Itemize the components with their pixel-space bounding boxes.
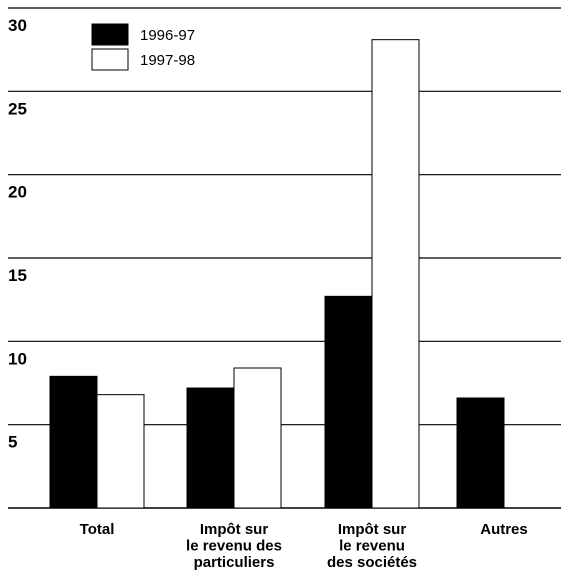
x-category-label: Impôt sur (338, 521, 406, 538)
bar-1997-98-1 (233, 367, 282, 509)
x-category-label: Total (80, 521, 115, 538)
legend-swatch-1997-98 (91, 48, 129, 71)
legend-label: 1996-97 (140, 27, 195, 44)
bar-1997-98-2 (371, 39, 420, 509)
bar-1996-97-3 (456, 397, 505, 509)
bar-1997-98-0 (96, 394, 145, 509)
x-category-label: Impôt sur (200, 521, 268, 538)
legend-label: 1997-98 (140, 52, 195, 69)
y-tick-label: 5 (8, 433, 17, 452)
x-category-label: des sociétés (327, 554, 417, 571)
y-tick-label: 20 (8, 183, 27, 202)
x-category-label: Autres (480, 521, 528, 538)
bars (49, 39, 505, 509)
y-tick-label: 30 (8, 16, 27, 35)
y-tick-label: 25 (8, 99, 27, 118)
legend-swatch-1996-97 (91, 23, 129, 46)
y-tick-label: 10 (8, 349, 27, 368)
x-category-label: le revenu des (186, 538, 282, 555)
bar-1996-97-2 (324, 295, 373, 509)
bar-1996-97-1 (186, 387, 235, 509)
x-category-label: le revenu (339, 538, 405, 555)
y-tick-label: 15 (8, 266, 27, 285)
x-category-label: particuliers (194, 554, 275, 571)
bar-1996-97-0 (49, 375, 98, 509)
legend: 1996-97 1997-98 (91, 23, 195, 71)
y-axis-ticks: 5 10 15 20 25 30 (8, 16, 27, 452)
